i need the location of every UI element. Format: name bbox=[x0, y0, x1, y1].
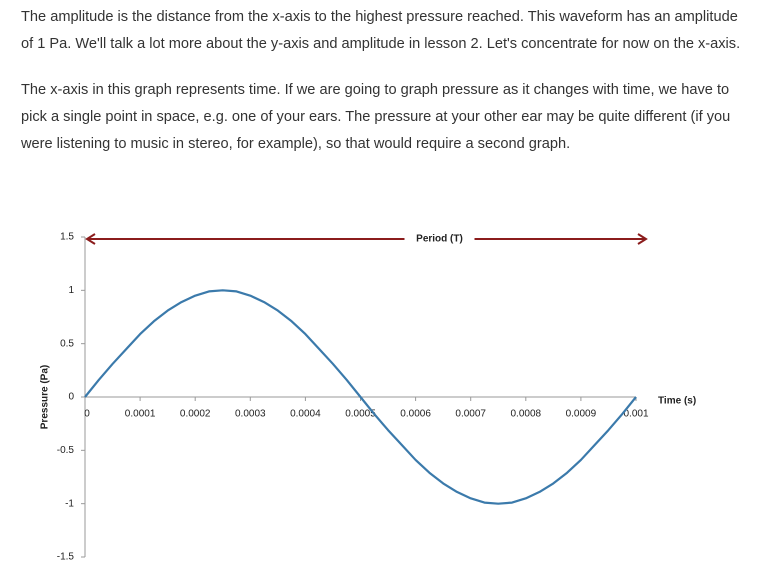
arrow-head bbox=[85, 233, 96, 245]
y-axis-label: Pressure (Pa) bbox=[40, 365, 51, 429]
x-tick-label: 0.0009 bbox=[566, 409, 597, 420]
arrow-head bbox=[637, 233, 648, 245]
x-tick-label: 0.001 bbox=[623, 409, 648, 420]
y-tick-label: 1.5 bbox=[60, 232, 74, 243]
y-tick-label: 1 bbox=[68, 285, 74, 296]
x-tick-label: 0.0002 bbox=[180, 409, 211, 420]
x-tick-label: 0.0008 bbox=[511, 409, 542, 420]
paragraph: The amplitude is the distance from the x… bbox=[21, 9, 741, 52]
x-tick-label: 0.0006 bbox=[400, 409, 431, 420]
x-tick-label: 0.0003 bbox=[235, 409, 266, 420]
y-tick-label: -1.5 bbox=[57, 552, 75, 563]
y-tick-label: -1 bbox=[65, 498, 74, 509]
y-tick-label: -0.5 bbox=[57, 445, 75, 456]
x-tick-label: 0.0005 bbox=[345, 409, 376, 420]
annotation: Period (T) bbox=[416, 234, 463, 245]
paragraph: The x-axis in this graph represents time… bbox=[21, 82, 731, 152]
y-tick-label: 0.5 bbox=[60, 338, 74, 349]
x-tick-label: 0 bbox=[84, 409, 90, 420]
x-axis-label: Time (s) bbox=[658, 396, 696, 407]
line-series bbox=[84, 289, 637, 505]
x-tick-label: 0.0004 bbox=[290, 409, 321, 420]
article-text: The amplitude is the distance from the x… bbox=[21, 4, 746, 177]
y-tick-label: 0 bbox=[68, 392, 74, 403]
x-tick-label: 0.0001 bbox=[125, 409, 156, 420]
x-tick-label: 0.0007 bbox=[455, 409, 486, 420]
